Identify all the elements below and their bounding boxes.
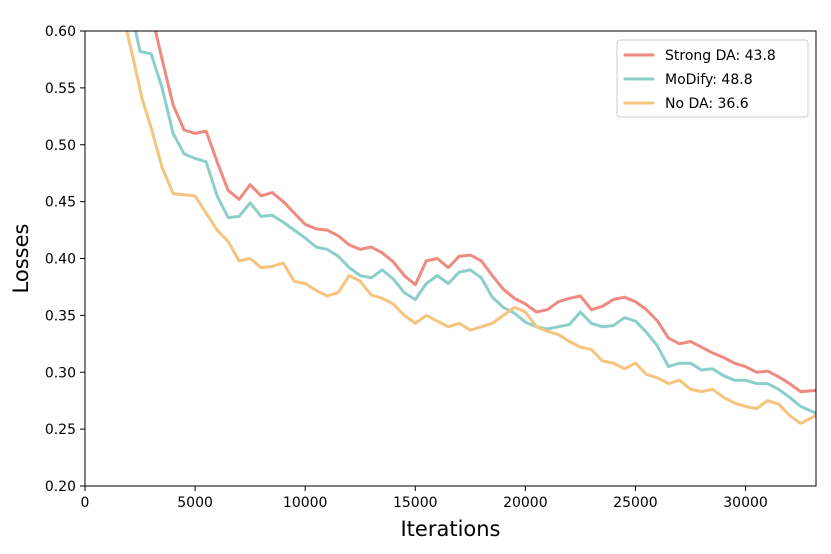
y-axis-label: Losses	[9, 224, 33, 294]
y-tick-label: 0.30	[45, 365, 76, 381]
y-tick-label: 0.55	[45, 81, 76, 97]
x-axis-ticks: 0 5000 10000 15000 20000 25000 30000	[81, 486, 768, 511]
x-tick-label: 20000	[503, 495, 548, 511]
x-tick-label: 30000	[723, 495, 768, 511]
series-line-2	[125, 31, 816, 425]
series-line-0	[154, 31, 816, 394]
legend-box	[616, 39, 809, 118]
x-tick-label: 15000	[393, 495, 438, 511]
x-tick-label: 0	[81, 495, 90, 511]
legend-label: MoDify: 48.8	[665, 72, 753, 88]
legend-label: No DA: 36.6	[665, 96, 749, 112]
x-tick-label: 5000	[177, 495, 213, 511]
series-layer	[125, 31, 816, 425]
y-tick-label: 0.60	[45, 24, 76, 40]
y-tick-label: 0.25	[45, 422, 76, 438]
legend-label: Strong DA: 43.8	[665, 48, 776, 64]
legend: Strong DA: 43.8 MoDify: 48.8 No DA: 36.6	[616, 39, 809, 118]
y-tick-label: 0.45	[45, 195, 76, 211]
y-tick-label: 0.35	[45, 308, 76, 324]
y-tick-label: 0.50	[45, 138, 76, 154]
x-tick-label: 25000	[613, 495, 658, 511]
series-line-1	[134, 31, 816, 415]
y-tick-label: 0.40	[45, 252, 76, 268]
x-tick-label: 10000	[283, 495, 328, 511]
y-axis-ticks: 0.20 0.25 0.30 0.35 0.40 0.45 0.50 0.55 0.60	[45, 24, 85, 495]
x-axis-label: Iterations	[400, 517, 500, 541]
y-tick-label: 0.20	[45, 479, 76, 495]
